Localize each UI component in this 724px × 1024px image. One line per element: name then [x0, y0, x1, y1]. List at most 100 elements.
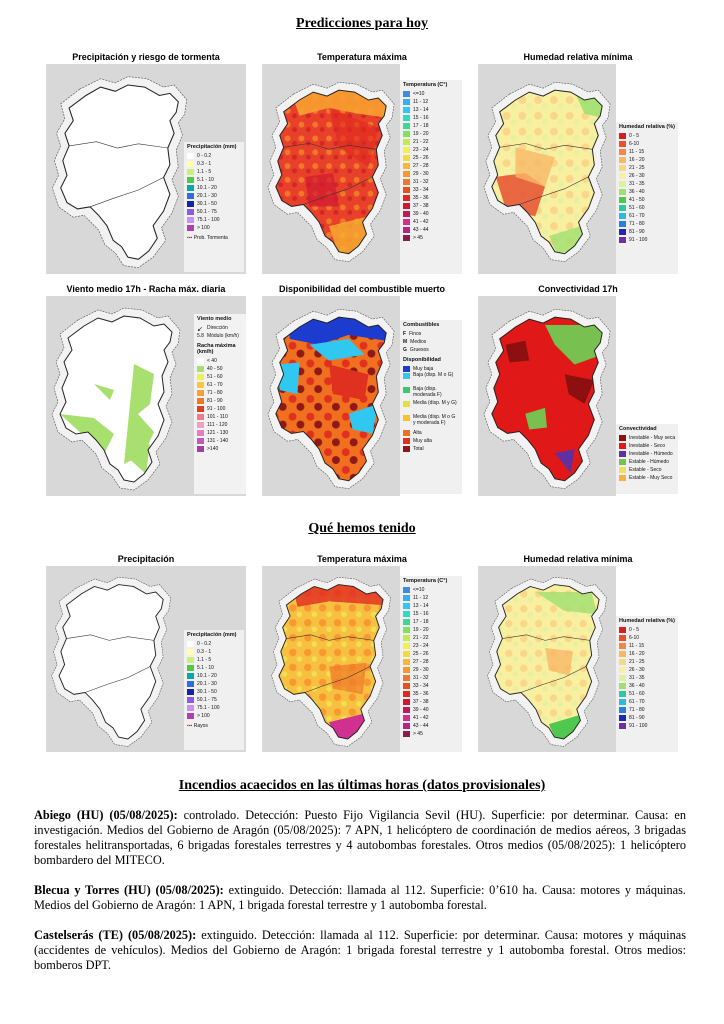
legend-label: <=10: [413, 91, 425, 97]
legend-label: 81 - 90: [629, 715, 645, 721]
legend-swatch: [403, 627, 410, 633]
legend-item: 16 - 20: [619, 650, 675, 658]
legend-swatch: [403, 195, 410, 201]
panel-wind-today: Viento medio 17h - Racha máx. diaria Vie…: [46, 284, 246, 496]
map-rh-past: [478, 566, 616, 752]
legend-swatch: [187, 153, 194, 159]
panel-title: Temperatura máxima: [317, 554, 407, 564]
legend-swatch: [197, 422, 204, 428]
legend-item: 131 - 140: [197, 437, 243, 445]
legend-swatch: [403, 123, 410, 129]
legend-swatch: [619, 133, 626, 139]
legend-label: 31 - 35: [629, 675, 645, 681]
legend-item: Muy baja: [403, 365, 459, 373]
fuel-item: G Gruesos: [403, 346, 459, 354]
legend-swatch: [403, 723, 410, 729]
legend-title: Precipitación (mm): [187, 632, 237, 638]
legend-item: 43 - 44: [403, 226, 459, 234]
legend-swatch: [619, 691, 626, 697]
legend-swatch: [187, 681, 194, 687]
legend-swatch: [403, 139, 410, 145]
fire-entry: Abiego (HU) (05/08/2025): controlado. De…: [34, 808, 686, 868]
legend-label: 31 - 32: [413, 675, 429, 681]
legend-swatch: [187, 169, 194, 175]
legend-label: Inestable - Muy seca: [629, 435, 676, 441]
legend-label: Inestable - Húmedo: [629, 451, 673, 457]
legend-label: 41 - 42: [413, 219, 429, 225]
legend-item: 37 - 38: [403, 202, 459, 210]
legend-item: 11 - 12: [403, 98, 459, 106]
legend-label: 25 - 26: [413, 651, 429, 657]
legend-swatch: [403, 415, 410, 421]
legend-item: 27 - 28: [403, 658, 459, 666]
legend-item: 36 - 40: [619, 682, 675, 690]
fire-name: Blecua y Torres (HU) (05/08/2025):: [34, 883, 224, 897]
legend-item: 20.1 - 30: [187, 192, 241, 200]
legend-swatch: [619, 675, 626, 681]
legend-item: 31 - 35: [619, 180, 675, 188]
legend-item: 50.1 - 75: [187, 696, 241, 704]
legend-label: 6-10: [629, 635, 640, 641]
legend-swatch: [403, 603, 410, 609]
legend-item: 61 - 70: [197, 381, 243, 389]
legend-label: 10.1 - 20: [197, 185, 217, 191]
legend-label: 19 - 20: [413, 627, 429, 633]
legend-swatch: [403, 179, 410, 185]
legend-label: 37 - 38: [413, 699, 429, 705]
legend-swatch: [619, 627, 626, 633]
legend-title: Temperatura (C°): [403, 82, 448, 88]
fire-details: extinguido. Detección: llamada al 112. S…: [34, 883, 687, 912]
legend-item: >140: [197, 445, 243, 453]
legend-label: 51 - 60: [629, 691, 645, 697]
legend-swatch: [619, 467, 626, 473]
legend-label: 21 - 22: [413, 635, 429, 641]
legend-swatch: [619, 459, 626, 465]
legend-item: 111 - 120: [197, 421, 243, 429]
legend-dir: ↙ Dirección: [197, 325, 228, 333]
legend-item: 16 - 20: [619, 156, 675, 164]
legend-swatch: [187, 641, 194, 647]
legend-swatch: [403, 731, 410, 737]
legend-title: Humedad relativa (%): [619, 124, 675, 130]
legend-label: 10.1 - 20: [197, 673, 217, 679]
legend-swatch: [197, 414, 204, 420]
legend-swatch: [187, 665, 194, 671]
legend-item: 21 - 25: [619, 164, 675, 172]
legend-item: Estable - Muy Seco: [619, 474, 675, 482]
legend-item: 11 - 15: [619, 642, 675, 650]
legend-label: > 100: [197, 713, 210, 719]
legend-label: 33 - 34: [413, 187, 429, 193]
fuel-item: F Finos: [403, 330, 459, 338]
legend-swatch: [187, 185, 194, 191]
legend-label: > 45: [413, 731, 423, 737]
legend-label: 23 - 24: [413, 643, 429, 649]
legend-label: 0 - 0.2: [197, 641, 212, 647]
legend-swatch: [403, 643, 410, 649]
legend-swatch: [403, 171, 410, 177]
legend-item: 17 - 18: [403, 122, 459, 130]
legend-label: > 100: [197, 225, 210, 231]
legend-title: Viento medio: [197, 316, 232, 322]
legend-label: 30.1 - 50: [197, 201, 217, 207]
legend-item: 30.1 - 50: [187, 200, 241, 208]
section-title-past: Qué hemos tenido: [308, 521, 416, 536]
legend-title: Humedad relativa (%): [619, 618, 675, 624]
legend-label: 11 - 15: [629, 149, 645, 155]
legend-swatch: [403, 91, 410, 97]
legend-swatch: [197, 358, 204, 364]
legend-item: Inestable - Húmedo: [619, 450, 675, 458]
legend-label: 50.1 - 75: [197, 209, 217, 215]
legend-swatch: [187, 713, 194, 719]
legend-swatch: [197, 446, 204, 452]
legend-item: 26 - 30: [619, 172, 675, 180]
legend-item: 36 - 40: [619, 188, 675, 196]
legend-item: 61 - 70: [619, 698, 675, 706]
panel-tmax-past: Temperatura máxima Temperatura (C°) <=10…: [262, 552, 462, 752]
panel-title: Viento medio 17h - Racha máx. diaria: [66, 284, 226, 294]
legend-label: 39 - 40: [413, 707, 429, 713]
legend-item: 10.1 - 20: [187, 184, 241, 192]
legend-item: 81 - 90: [619, 228, 675, 236]
legend-item: 50.1 - 75: [187, 208, 241, 216]
legend-item: 39 - 40: [403, 210, 459, 218]
legend-item: 21 - 22: [403, 138, 459, 146]
